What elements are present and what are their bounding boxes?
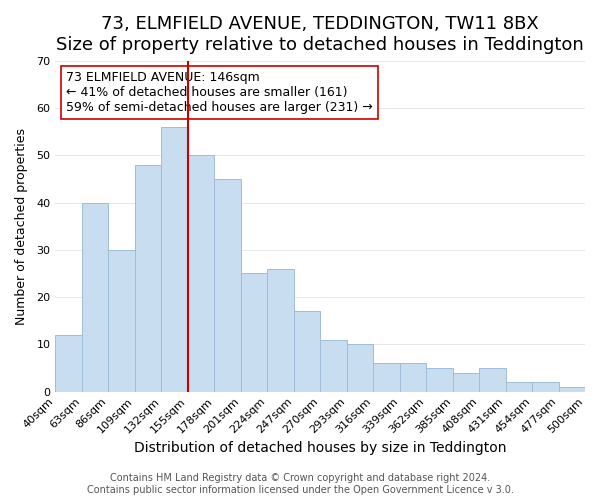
Bar [82,202,108,392]
Title: 73, ELMFIELD AVENUE, TEDDINGTON, TW11 8BX
Size of property relative to detached : 73, ELMFIELD AVENUE, TEDDINGTON, TW11 8B… [56,15,584,54]
Bar [135,165,161,392]
Y-axis label: Number of detached properties: Number of detached properties [15,128,28,325]
Bar [293,312,320,392]
Bar [532,382,559,392]
Bar [188,156,214,392]
Text: Contains HM Land Registry data © Crown copyright and database right 2024.
Contai: Contains HM Land Registry data © Crown c… [86,474,514,495]
Bar [241,274,267,392]
Bar [320,340,347,392]
Bar [479,368,506,392]
Bar [214,179,241,392]
Bar [55,335,82,392]
Bar [108,250,135,392]
Bar [452,372,479,392]
Bar [347,344,373,392]
Bar [426,368,452,392]
Bar [161,127,188,392]
Bar [400,364,426,392]
Bar [267,269,293,392]
Bar [559,387,585,392]
Bar [373,364,400,392]
Bar [506,382,532,392]
Text: 73 ELMFIELD AVENUE: 146sqm
← 41% of detached houses are smaller (161)
59% of sem: 73 ELMFIELD AVENUE: 146sqm ← 41% of deta… [66,71,373,114]
X-axis label: Distribution of detached houses by size in Teddington: Distribution of detached houses by size … [134,441,506,455]
